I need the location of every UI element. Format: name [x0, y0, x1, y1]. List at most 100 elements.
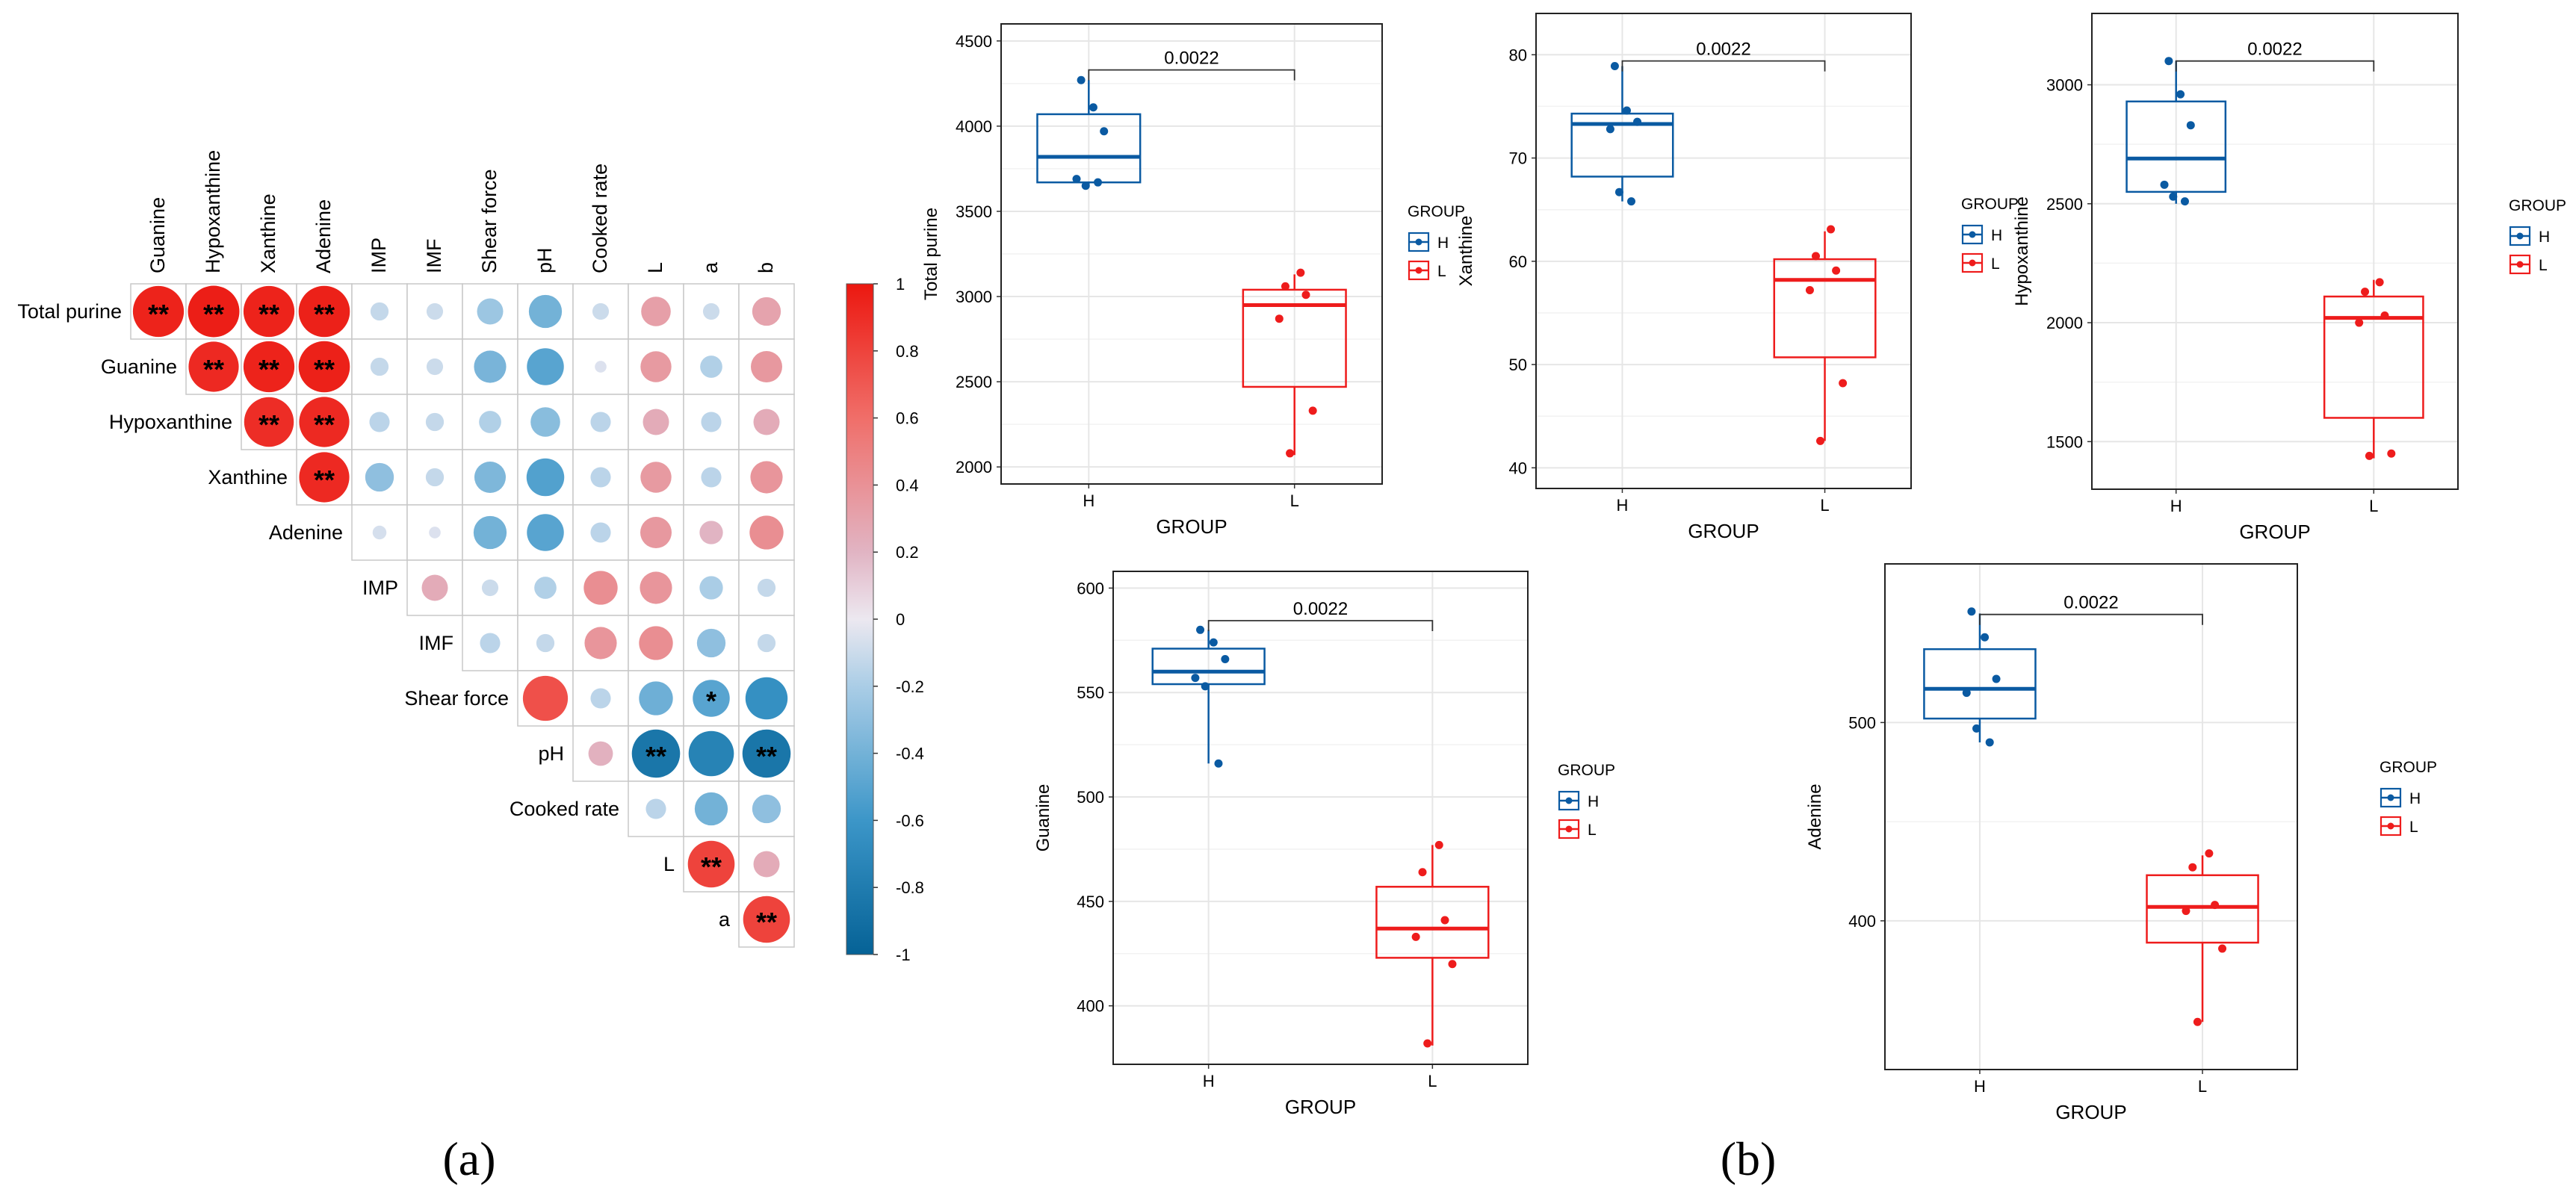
data-point [1811, 252, 1820, 261]
correlation-circle [643, 409, 669, 435]
row-label: Hypoxanthine [109, 411, 232, 433]
correlation-circle [590, 522, 611, 543]
data-point [1627, 197, 1636, 206]
y-axis-title: Adenine [1805, 783, 1825, 849]
y-axis-title: Xanthine [1456, 216, 1476, 287]
data-point [1448, 960, 1457, 969]
plot-frame [1535, 13, 1912, 489]
correlation-circle [641, 297, 671, 326]
row-label: Shear force [404, 687, 509, 710]
correlation-circle [588, 741, 613, 766]
correlation-circle [527, 348, 564, 385]
correlation-circle [640, 517, 672, 548]
correlation-circle [243, 341, 295, 393]
x-tick-label: L [1290, 491, 1299, 510]
data-point [2193, 1017, 2202, 1026]
data-point [2365, 451, 2374, 460]
correlation-circle [688, 730, 734, 777]
y-tick-label: 2500 [2046, 195, 2083, 214]
colorbar-tick-label: 0 [896, 610, 905, 629]
column-label: Cooked rate [589, 164, 611, 273]
legend-label: L [1437, 263, 1446, 280]
p-value-label: 0.0022 [1696, 40, 1750, 60]
significance-mark: ** [314, 409, 335, 440]
correlation-circle [696, 628, 726, 658]
box-L [2146, 874, 2259, 944]
box-L [1242, 288, 1347, 388]
significance-mark: ** [314, 465, 335, 495]
correlation-circle [298, 285, 350, 338]
x-axis-title: GROUP [1285, 1096, 1356, 1118]
y-tick-label: 600 [1077, 579, 1104, 598]
column-label: b [755, 262, 777, 273]
data-point [2218, 944, 2227, 953]
data-point [1606, 125, 1614, 134]
correlation-circle [702, 302, 720, 320]
data-point [2176, 90, 2185, 99]
colorbar-tick-label: 0.8 [896, 342, 919, 361]
y-tick-label: 70 [1509, 149, 1527, 168]
legend-key-dot [1565, 797, 1573, 804]
y-tick-label: 3000 [956, 288, 992, 306]
correlation-circle [298, 341, 350, 393]
row-label: L [663, 853, 675, 875]
correlation-heatmap: Guanine Hypoxanthine Xanthine Adenine IMP IMF… [17, 150, 795, 948]
plot-background [2092, 13, 2458, 489]
data-point [1839, 379, 1848, 388]
data-point [2180, 197, 2189, 206]
data-point [1286, 449, 1295, 458]
significance-mark: ** [756, 907, 777, 937]
colorbar-tick-label: -0.2 [896, 677, 924, 696]
data-point [2355, 318, 2364, 327]
data-point [1275, 314, 1284, 323]
legend-label: H [1437, 235, 1449, 252]
x-tick-label: H [1083, 491, 1095, 510]
y-tick-label: 400 [1848, 912, 1876, 931]
x-tick-label: L [1820, 496, 1829, 515]
colorbar-tick-label: -0.4 [896, 745, 924, 763]
box-L [1773, 258, 1877, 359]
correlation-circle [590, 688, 611, 709]
y-tick-label: 2500 [956, 373, 992, 391]
significance-mark: ** [701, 851, 722, 882]
x-axis-title: GROUP [2055, 1101, 2126, 1123]
correlation-circle [527, 514, 564, 551]
y-tick-label: 60 [1509, 252, 1527, 271]
x-axis-title: GROUP [1156, 515, 1227, 538]
column-label: IMF [423, 239, 445, 274]
correlation-circle [425, 468, 445, 487]
legend-label: L [2409, 819, 2418, 836]
y-tick-label: 80 [1509, 46, 1527, 64]
legend-key-dot [2387, 794, 2394, 801]
row-label: Adenine [269, 521, 343, 544]
correlation-circle [530, 407, 560, 437]
heatmap-cell [462, 283, 518, 340]
correlation-circle [370, 357, 389, 376]
data-point [1622, 106, 1631, 115]
correlation-circle [700, 356, 722, 378]
correlation-circle [481, 579, 499, 597]
heatmap-cell [628, 338, 684, 395]
p-value-label: 0.0022 [2063, 593, 2118, 613]
data-point [1434, 840, 1443, 849]
y-axis-title: Guanine [1033, 784, 1053, 852]
data-point [1972, 724, 1981, 733]
correlation-circle [590, 412, 611, 432]
correlation-circle [365, 462, 394, 492]
data-point [1411, 932, 1420, 941]
data-point [2182, 907, 2190, 916]
y-axis-title: Total purine [921, 208, 941, 300]
x-tick-label: H [1617, 496, 1629, 515]
data-point [1418, 868, 1427, 877]
data-point [2375, 278, 2384, 287]
data-point [1308, 406, 1317, 415]
colorbar-tick-label: -1 [896, 946, 911, 964]
y-axis-title: Hypoxanthine [2012, 196, 2032, 306]
correlation-circle [244, 397, 294, 447]
legend-label: H [1991, 227, 2002, 244]
data-point [1981, 633, 1990, 642]
data-point [1992, 674, 2001, 683]
